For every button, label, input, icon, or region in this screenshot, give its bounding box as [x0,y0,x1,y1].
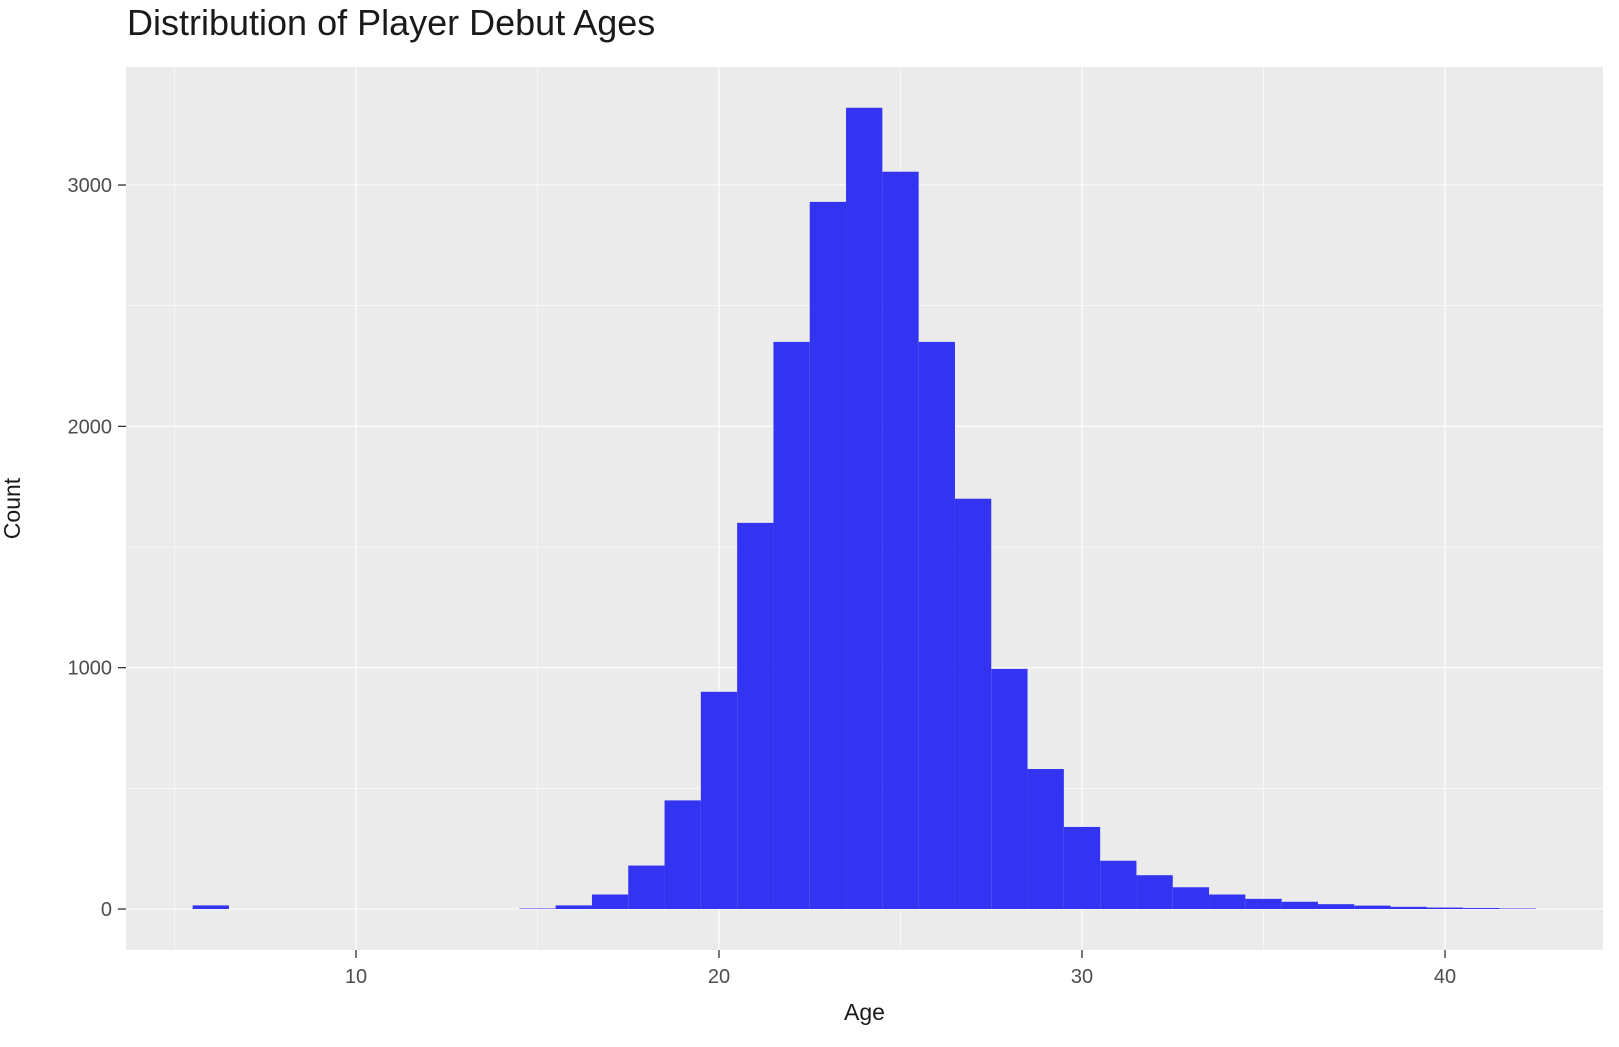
svg-text:1000: 1000 [68,658,113,680]
svg-text:20: 20 [708,966,730,988]
svg-text:Count: Count [0,477,25,539]
svg-text:30: 30 [1071,966,1093,988]
svg-text:3000: 3000 [68,175,113,197]
svg-text:2000: 2000 [68,416,113,438]
svg-text:Age: Age [844,999,885,1025]
svg-text:10: 10 [345,966,367,988]
svg-text:40: 40 [1434,966,1456,988]
svg-text:0: 0 [101,899,112,921]
